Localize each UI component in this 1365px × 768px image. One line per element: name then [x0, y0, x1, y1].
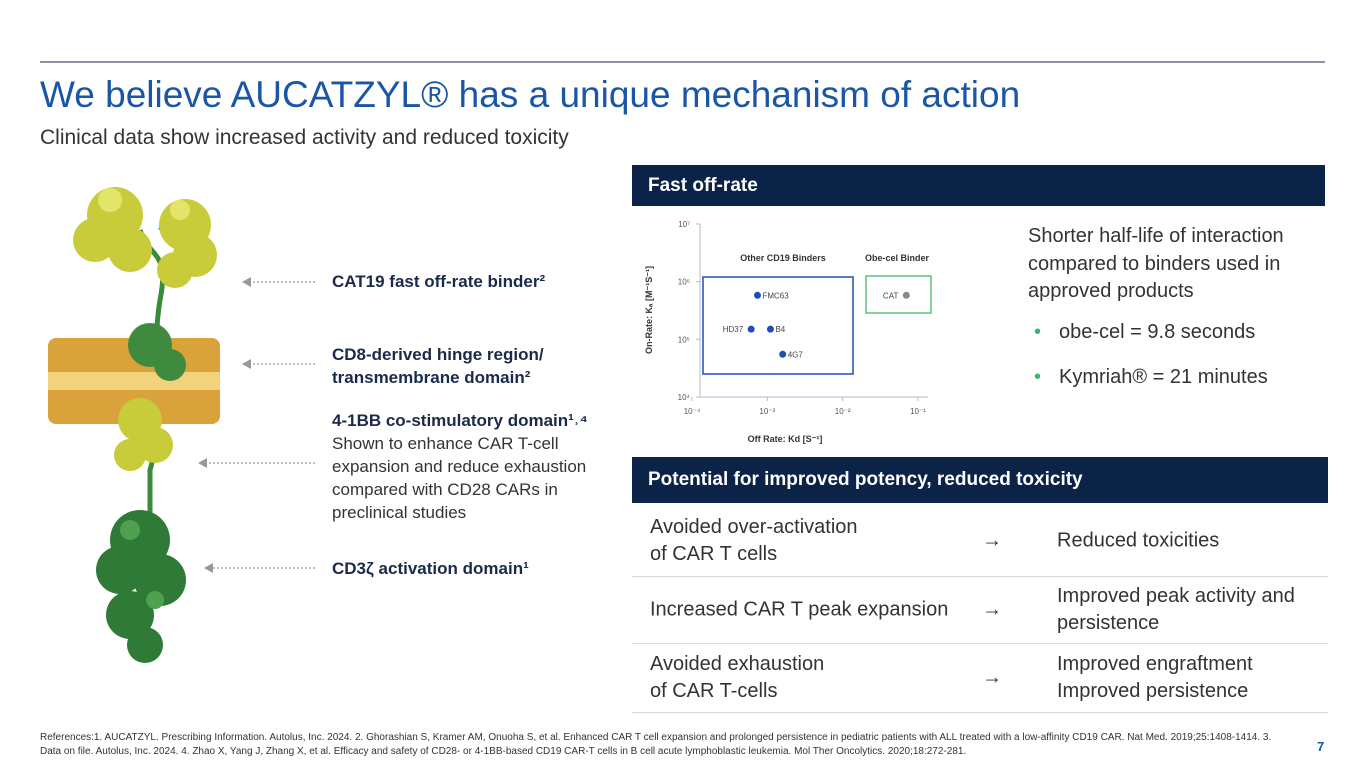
scatter-chart: 10⁴ 10⁵ 10⁶ 10⁷ 10⁻⁴ 10⁻³ 10⁻² 10⁻¹ Off Rate: Kd…	[644, 220, 930, 444]
panel-header: Fast off-rate	[632, 165, 1325, 206]
point	[766, 325, 774, 333]
point	[902, 291, 910, 299]
y-tick-label: 10⁶	[678, 278, 690, 287]
table-row: Avoided over-activation of CAR T cells → R…	[632, 505, 1328, 577]
x-tick-label: 10⁻¹	[910, 407, 926, 416]
label: CD3ζ activation domain¹	[332, 557, 602, 580]
bullet-text: Kymriah® = 21 minutes	[1059, 366, 1268, 388]
label-text: Shown to enhance CAR T-cell expansion an…	[332, 434, 587, 522]
table-cell: Increased CAR T peak expansion	[650, 598, 949, 620]
label: CAT19 fast off-rate binder²	[332, 270, 602, 293]
x-tick-label: 10⁻³	[759, 407, 775, 416]
panel-text: Shorter half-life of interaction compare…	[1028, 225, 1284, 302]
pointer-heads	[198, 277, 251, 573]
bullet: • Kymriah® = 21 minutes	[1034, 366, 1268, 388]
label: CD8-derived hinge region/ transmembrane …	[332, 343, 572, 389]
point	[753, 291, 761, 299]
table-row: Increased CAR T peak expansion → Improved …	[632, 576, 1328, 644]
label-heading: 4-1BB co-stimulatory domain¹˒⁴	[332, 411, 588, 430]
series-name: Obe-cel Binder	[865, 253, 930, 263]
x-tick-label: 10⁻⁴	[684, 407, 701, 416]
references: References:1. AUCATZYL. Prescribing Info…	[40, 732, 1272, 757]
x-axis-label: Off Rate: Kd [S⁻¹]	[748, 434, 823, 444]
y-tick-label: 10⁷	[678, 220, 690, 229]
point	[779, 350, 787, 358]
table-cell: Improved engraftment Improved persistenc…	[1057, 652, 1253, 702]
y-tick-label: 10⁵	[678, 335, 690, 344]
label-heading: CAT19 fast off-rate binder²	[332, 272, 546, 291]
point	[747, 325, 755, 333]
table-row: Avoided exhaustion of CAR T-cells → Improv…	[632, 643, 1328, 713]
y-axis-label: On-Rate: Kₐ [M⁻¹S⁻¹]	[644, 266, 654, 354]
label: 4-1BB co-stimulatory domain¹˒⁴ Shown to e…	[332, 409, 602, 524]
table-header: Potential for improved potency, reduced …	[632, 457, 1328, 503]
table-cell: Improved peak activity and persistence	[1057, 584, 1295, 634]
binder-box	[702, 276, 854, 375]
label-heading: CD3ζ activation domain¹	[332, 559, 529, 578]
label-heading: CD8-derived hinge region/ transmembrane …	[332, 345, 544, 387]
point-label: 4G7	[788, 350, 804, 359]
subtitle: Clinical data show increased activity an…	[40, 126, 569, 149]
table-cell: Avoided exhaustion of CAR T-cells	[650, 652, 825, 702]
table-cell: →	[982, 598, 1002, 620]
obe-cel-box	[865, 275, 932, 314]
table-cell: Reduced toxicities	[1057, 529, 1220, 551]
y-tick-label: 10⁴	[678, 393, 691, 402]
table-cell: →	[982, 666, 1002, 688]
point-label: CAT	[883, 291, 899, 300]
bullet-text: obe-cel = 9.8 seconds	[1059, 321, 1256, 343]
table-cell: →	[982, 529, 1002, 551]
molecule	[48, 187, 220, 663]
page-number: 7	[1317, 739, 1325, 754]
x-tick-label: 10⁻²	[835, 407, 851, 416]
bullet: • obe-cel = 9.8 seconds	[1034, 321, 1256, 343]
point-label: B4	[775, 325, 785, 334]
title: We believe AUCATZYL® has a unique mechan…	[40, 74, 1021, 115]
point-label: FMC63	[762, 291, 789, 300]
series-name: Other CD19 Binders	[740, 253, 826, 263]
table-cell: Avoided over-activation of CAR T cells	[650, 515, 858, 565]
pointer-lines	[206, 281, 315, 569]
point-label: HD37	[723, 325, 744, 334]
